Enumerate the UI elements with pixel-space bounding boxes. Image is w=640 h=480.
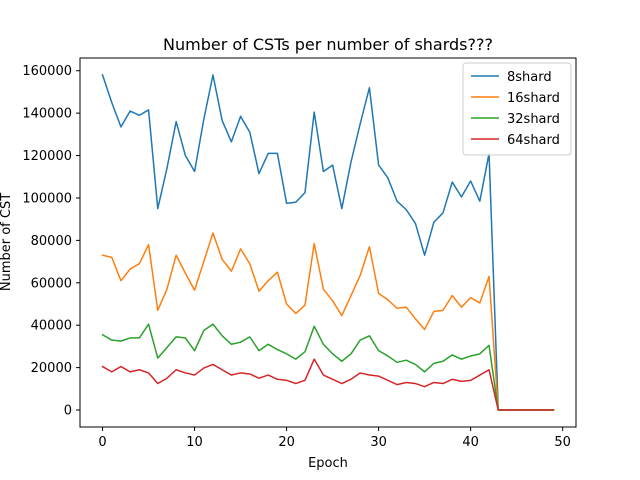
x-tick-label: 20 [278, 435, 295, 450]
y-tick-label: 140000 [22, 107, 72, 122]
plot-lines [101, 74, 555, 411]
x-tick-label: 40 [462, 435, 479, 450]
legend-label-8shard: 8shard [507, 70, 552, 85]
y-tick-label: 80000 [31, 234, 72, 249]
x-axis-label: Epoch [308, 456, 348, 471]
series-line-32shard [101, 323, 555, 411]
y-tick-label: 100000 [22, 191, 72, 206]
x-tick-label: 50 [554, 435, 571, 450]
chart-title: Number of CSTs per number of shards??? [163, 35, 493, 54]
y-tick-label: 160000 [22, 64, 72, 79]
y-axis-label: Number of CST [0, 193, 14, 291]
legend: 8shard 16shard 32shard 64shard [462, 62, 572, 156]
legend-label-64shard: 64shard [507, 133, 560, 148]
plot-frame [79, 57, 577, 428]
y-tick-label: 40000 [31, 319, 72, 334]
y-tick-label: 20000 [31, 361, 72, 376]
y-tick-label: 120000 [22, 149, 72, 164]
y-tick-label: 60000 [31, 276, 72, 291]
series-line-64shard [101, 358, 555, 411]
legend-label-16shard: 16shard [507, 91, 560, 106]
legend-box [462, 62, 572, 156]
series-line-8shard [101, 74, 555, 411]
series-line-16shard [101, 232, 555, 411]
x-tick-label: 0 [98, 435, 106, 450]
y-tick-label: 0 [64, 404, 72, 419]
x-tick-label: 30 [370, 435, 387, 450]
x-tick-label: 10 [186, 435, 203, 450]
y-axis: 0 20000 40000 60000 80000 100000 120000 140000 1… [22, 64, 80, 419]
legend-label-32shard: 32shard [507, 112, 560, 127]
x-axis: 0 10 20 30 40 50 [98, 427, 571, 450]
